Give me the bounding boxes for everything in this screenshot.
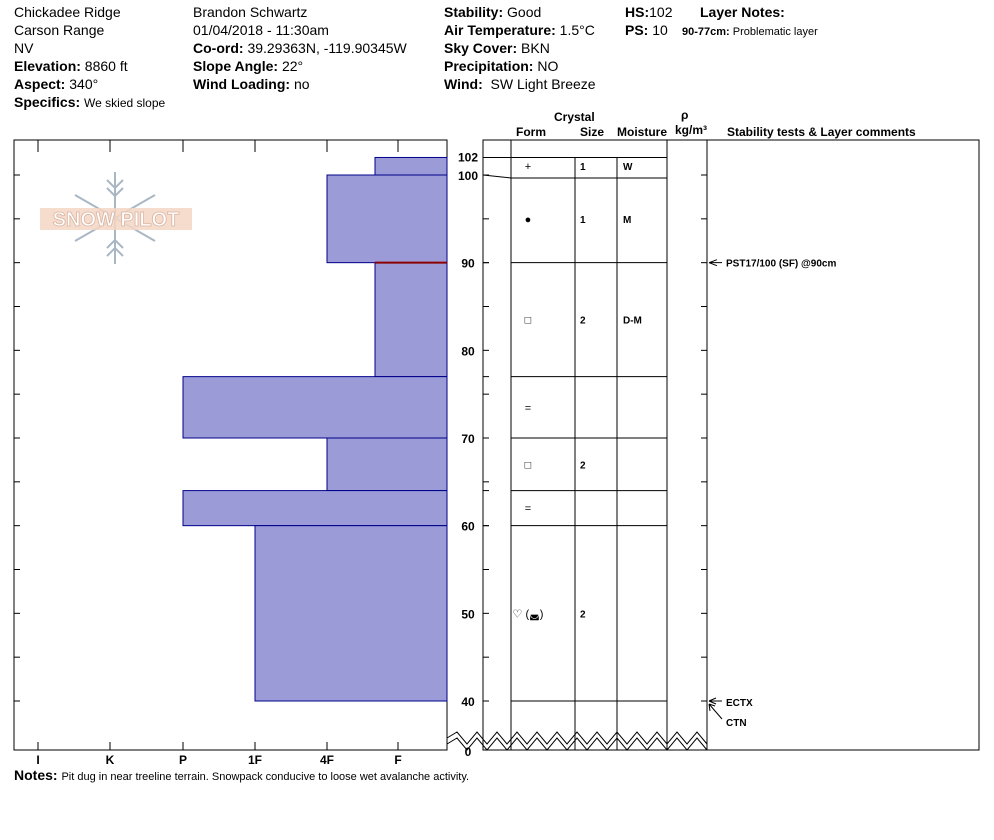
layer-table: +1 W ● 1 M □ 2 D-M = □ 2 = ♡ (◛) 2 — [482, 156, 667, 702]
stability-test-label: CTN — [726, 718, 747, 729]
location: Chickadee Ridge — [14, 4, 121, 20]
wind: Wind: SW Light Breeze — [444, 76, 596, 92]
layer-size: 1 — [580, 162, 586, 173]
datetime: 01/04/2018 - 11:30am — [193, 22, 329, 38]
precipitation: Precipitation: NO — [444, 58, 559, 74]
layer-form: □ — [525, 459, 532, 471]
size-header: Size — [580, 125, 605, 139]
height-tick-label: 70 — [461, 432, 475, 446]
snowpilot-logo-band — [40, 208, 192, 230]
hardness-tick-label: 4F — [320, 753, 334, 767]
height-tick-label: 50 — [461, 607, 475, 621]
layer-form: ● — [525, 214, 532, 226]
snowpilot-logo — [74, 172, 156, 264]
elevation: Elevation: 8860 ft — [14, 58, 128, 74]
height-tick-label: 90 — [461, 257, 475, 271]
hardness-bars — [182, 156, 448, 702]
layer-moisture: M — [623, 215, 631, 226]
stability: Stability: Good — [444, 4, 542, 20]
rho-header: ρ — [681, 108, 689, 122]
snowpilot-logo-text: SNOW PILOT — [53, 209, 180, 231]
hardness-bar — [182, 376, 448, 439]
axis-break — [446, 731, 708, 745]
hardness-tick-label: I — [36, 753, 39, 767]
form-header: Form — [516, 125, 546, 139]
layer-size: 2 — [580, 609, 586, 620]
hardness-bar — [326, 437, 448, 492]
slope-angle: Slope Angle: 22° — [193, 58, 304, 74]
stability-header: Stability tests & Layer comments — [727, 125, 916, 139]
layer-size: 2 — [580, 316, 586, 327]
layer-form: □ — [525, 315, 532, 327]
hardness-bar — [182, 490, 448, 527]
layer-moisture: W — [623, 162, 633, 173]
hardness-bar — [374, 262, 448, 378]
layer-size: 2 — [580, 460, 586, 471]
layer-form: ♡ (◛) — [513, 608, 544, 620]
hardness-tick-label: F — [394, 753, 401, 767]
hardness-tick-label: P — [179, 753, 187, 767]
air-temperature: Air Temperature: 1.5°C — [444, 22, 595, 38]
layer-size: 1 — [580, 215, 586, 226]
height-tick-label: 102 — [458, 150, 478, 164]
hardness-bar — [326, 174, 448, 264]
layer-form: + — [525, 161, 531, 173]
specifics: Specifics: We skied slope — [14, 94, 166, 110]
axis-break-lower — [446, 737, 708, 751]
crystal-header: Crystal — [554, 110, 595, 124]
height-axis: 102 100 90 80 70 60 50 40 0 — [458, 150, 707, 759]
wind-loading: Wind Loading: no — [193, 76, 310, 92]
stability-tests: PST17/100 (SF) @90cm ECTX CTN — [708, 259, 836, 729]
layer-form: = — [525, 402, 531, 414]
height-tick-label: 40 — [461, 695, 475, 709]
height-tick-label: 80 — [461, 344, 475, 358]
coordinates: Co-ord: 39.29363N, -119.90345W — [193, 40, 407, 56]
sky-cover: Sky Cover: BKN — [444, 40, 550, 56]
hardness-tick-label: 1F — [248, 753, 262, 767]
stability-test-label: ECTX — [726, 698, 753, 709]
stability-test-label: PST17/100 (SF) @90cm — [726, 259, 836, 270]
layer-notes: 90-77cm: Problematic layer — [682, 26, 818, 38]
moisture-header: Moisture — [617, 125, 668, 139]
layer-notes-label: Layer Notes: — [700, 4, 785, 20]
stability-panel — [706, 139, 980, 751]
hardness-bar — [254, 525, 448, 702]
aspect: Aspect: 340° — [14, 76, 99, 92]
layer-form: = — [525, 503, 531, 515]
ps: PS: 10 — [625, 22, 668, 38]
hs: HS:102 — [625, 4, 673, 20]
notes: Notes: Pit dug in near treeline terrain.… — [14, 767, 470, 783]
state: NV — [14, 40, 34, 56]
range: Carson Range — [14, 22, 105, 38]
height-tick-label: 0 — [465, 745, 472, 759]
hardness-tick-label: K — [106, 753, 115, 767]
observer: Brandon Schwartz — [193, 4, 308, 20]
height-tick-label: 60 — [461, 520, 475, 534]
layer-moisture: D-M — [623, 316, 642, 327]
density-header: kg/m³ — [675, 123, 708, 137]
hardness-bar — [374, 156, 448, 176]
layer-table-frame — [482, 139, 708, 751]
height-tick-label: 100 — [458, 169, 478, 183]
